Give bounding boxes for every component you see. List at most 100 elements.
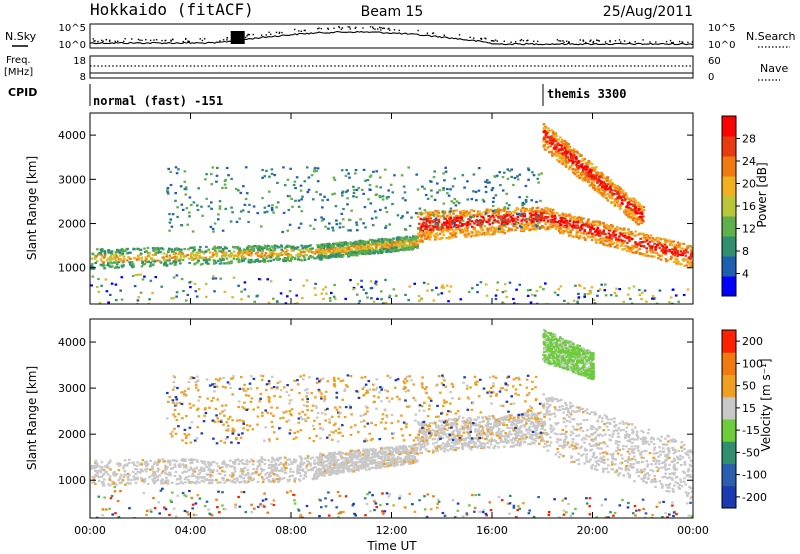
nsearch-point [589, 40, 591, 42]
scatter-cell [440, 236, 444, 240]
scatter-cell [450, 222, 454, 225]
scatter-cell [475, 234, 478, 237]
scatter-cell [427, 220, 431, 223]
scatter-cell [267, 204, 271, 207]
scatter-cell [660, 254, 664, 257]
scatter-cell [340, 244, 344, 247]
scatter-cell [494, 297, 498, 301]
scatter-cell [110, 282, 114, 285]
scatter-cell [302, 254, 306, 258]
scatter-cell [331, 193, 334, 196]
scatter-cell [405, 246, 409, 249]
scatter-cell [151, 253, 155, 257]
scatter-cell [291, 474, 294, 477]
scatter-cell [190, 459, 194, 462]
scatter-cell [91, 475, 95, 478]
scatter-cell [670, 255, 673, 258]
scatter-cell [161, 458, 165, 461]
scatter-cell [269, 259, 273, 262]
scatter-cell [626, 210, 630, 213]
scatter-cell [315, 190, 318, 194]
scatter-cell [425, 211, 428, 214]
scatter-cell [663, 241, 667, 244]
scatter-cell [433, 170, 436, 173]
scatter-cell [379, 186, 382, 189]
scatter-cell [432, 299, 436, 302]
scatter-cell [111, 480, 114, 483]
scatter-cell [477, 224, 481, 227]
scatter-cell [494, 175, 497, 178]
scatter-cell [634, 241, 637, 244]
scatter-cell [455, 214, 458, 217]
scatter-cell [120, 298, 124, 301]
scatter-cell [613, 192, 616, 196]
scatter-cell [417, 232, 421, 235]
scatter-cell [332, 252, 335, 255]
scatter-cell [229, 220, 233, 223]
scatter-cell [659, 258, 663, 261]
scatter-cell [207, 205, 211, 208]
scatter-cell [646, 237, 649, 241]
nsearch-point [153, 39, 155, 41]
scatter-cell [304, 253, 307, 257]
nsearch-point [582, 40, 585, 42]
scatter-cell [664, 243, 667, 246]
scatter-cell [122, 467, 125, 470]
scatter-cell [669, 296, 673, 299]
scatter-cell [284, 250, 288, 253]
scatter-cell [444, 166, 447, 169]
scatter-cell [449, 285, 453, 288]
scatter-cell [628, 236, 631, 239]
scatter-cell [485, 208, 489, 211]
scatter-cell [613, 183, 617, 187]
scatter-cell [135, 477, 138, 480]
nsearch-point [566, 40, 568, 42]
scatter-cell [170, 297, 173, 300]
scatter-cell [576, 165, 580, 168]
scatter-cell [452, 212, 455, 215]
scatter-cell [275, 254, 279, 257]
scatter-cell [271, 204, 274, 207]
scatter-cell [145, 257, 148, 260]
scatter-cell [310, 174, 314, 177]
scatter-cell [194, 253, 197, 256]
scatter-cell [483, 210, 486, 213]
nsearch-point [642, 39, 644, 41]
scatter-cell [304, 475, 308, 478]
scatter-cell [548, 227, 552, 230]
scatter-cell [178, 259, 181, 262]
scatter-cell [585, 231, 589, 234]
scatter-cell [172, 459, 175, 462]
scatter-cell [484, 185, 488, 188]
scatter-cell [596, 181, 599, 184]
cpid-segment-normal: normal (fast) -151 [93, 94, 223, 108]
scatter-cell [101, 255, 104, 258]
scatter-cell [185, 476, 188, 479]
scatter-cell [204, 178, 207, 181]
scatter-cell [668, 239, 672, 242]
scatter-cell [591, 232, 594, 235]
scatter-cell [214, 277, 218, 280]
scatter-cell [328, 249, 331, 252]
scatter-cell [171, 466, 175, 470]
scatter-cell [179, 476, 182, 479]
scatter-cell [632, 209, 635, 212]
scatter-cell [535, 219, 539, 222]
scatter-cell [590, 286, 594, 289]
scatter-cell [133, 478, 136, 481]
scatter-cell [446, 230, 450, 233]
scatter-cell [424, 225, 428, 228]
scatter-cell [617, 189, 621, 192]
scatter-cell [121, 250, 125, 253]
scatter-cell [564, 151, 567, 154]
scatter-cell [555, 154, 558, 157]
scatter-cell [576, 169, 580, 172]
scatter-cell [380, 290, 383, 293]
nsearch-point [108, 40, 111, 43]
scatter-cell [615, 189, 618, 192]
scatter-cell [94, 474, 97, 478]
scatter-cell [142, 263, 145, 266]
scatter-cell [589, 177, 592, 180]
scatter-cell [497, 230, 500, 233]
scatter-cell [268, 175, 271, 178]
